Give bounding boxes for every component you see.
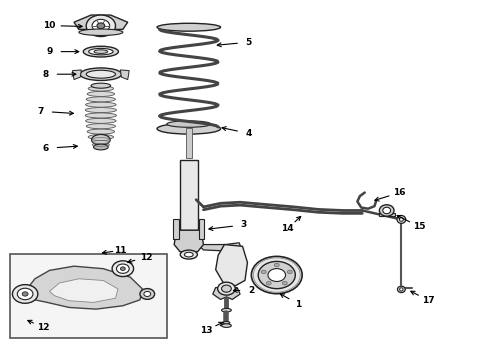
Circle shape [251,256,302,294]
Bar [173,220,179,239]
Circle shape [17,288,33,300]
Circle shape [266,282,271,285]
Ellipse shape [91,83,111,88]
Circle shape [12,285,38,303]
Text: 9: 9 [47,47,53,56]
Bar [180,160,197,230]
Circle shape [221,285,231,292]
Circle shape [144,292,151,297]
Polygon shape [73,70,81,80]
Ellipse shape [86,102,116,107]
Text: 7: 7 [38,107,44,116]
Ellipse shape [157,23,220,31]
Circle shape [218,282,235,295]
Ellipse shape [94,138,108,142]
Ellipse shape [87,129,115,134]
Ellipse shape [85,108,117,113]
Ellipse shape [80,68,122,81]
Ellipse shape [223,321,230,324]
Ellipse shape [400,288,403,291]
Bar [379,213,394,216]
Circle shape [140,289,155,300]
Text: 17: 17 [422,296,434,305]
Circle shape [282,282,287,285]
Polygon shape [197,243,243,252]
Ellipse shape [157,123,220,134]
Ellipse shape [86,70,116,78]
Polygon shape [216,244,247,286]
Text: 2: 2 [248,286,254,295]
Ellipse shape [86,97,116,102]
Text: 13: 13 [199,326,212,335]
Ellipse shape [85,113,117,118]
Ellipse shape [94,144,108,150]
Ellipse shape [379,205,394,216]
Text: 12: 12 [37,323,49,332]
Ellipse shape [92,134,110,145]
Circle shape [121,267,125,270]
Circle shape [117,264,129,273]
Text: 11: 11 [114,246,126,255]
Polygon shape [121,70,129,80]
Circle shape [92,19,110,32]
Text: 8: 8 [43,70,49,79]
Ellipse shape [86,118,116,123]
Circle shape [112,261,134,276]
Text: 4: 4 [245,129,252,138]
Ellipse shape [221,324,231,327]
Ellipse shape [221,309,231,312]
Ellipse shape [397,216,406,224]
Circle shape [287,270,292,274]
Ellipse shape [180,250,197,259]
Bar [186,128,192,158]
Circle shape [258,261,295,289]
Ellipse shape [88,86,114,91]
Ellipse shape [86,124,116,129]
Ellipse shape [83,46,119,57]
Polygon shape [174,230,203,252]
Ellipse shape [89,48,113,55]
Polygon shape [49,279,118,302]
Circle shape [22,292,28,296]
Bar [198,220,204,239]
Text: 3: 3 [241,220,247,229]
Circle shape [261,270,266,274]
Ellipse shape [399,218,403,221]
Ellipse shape [88,134,114,139]
Circle shape [268,269,286,282]
Polygon shape [74,15,128,30]
Polygon shape [213,288,240,300]
Polygon shape [25,266,143,309]
Text: 16: 16 [393,188,406,197]
Text: 1: 1 [295,300,301,309]
Ellipse shape [87,91,115,96]
Text: 10: 10 [44,21,56,30]
Circle shape [274,263,279,267]
Text: 6: 6 [43,144,49,153]
Ellipse shape [184,252,193,257]
Text: 15: 15 [413,222,426,231]
Ellipse shape [94,50,108,53]
Ellipse shape [383,207,391,214]
Bar [10,253,167,338]
Ellipse shape [397,286,405,293]
Text: 12: 12 [140,253,152,262]
Circle shape [86,15,116,37]
Ellipse shape [79,29,123,36]
Circle shape [97,23,105,29]
Text: 5: 5 [245,38,252,47]
Ellipse shape [167,121,211,127]
Text: 14: 14 [281,224,294,233]
